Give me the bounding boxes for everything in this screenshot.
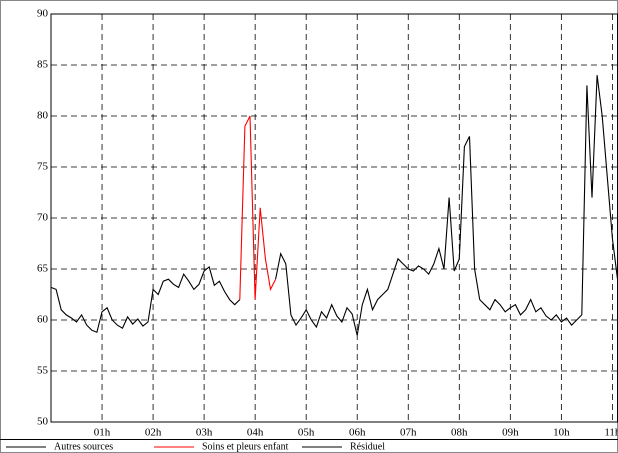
y-tick-label: 80 bbox=[37, 110, 49, 122]
x-tick-label: 02h bbox=[145, 427, 162, 439]
y-tick-label: 50 bbox=[37, 416, 49, 428]
x-tick-label: 03h bbox=[196, 427, 213, 439]
x-tick-label: 06h bbox=[349, 427, 366, 439]
x-tick-label: 01h bbox=[94, 427, 111, 439]
y-tick-label: 60 bbox=[37, 314, 49, 326]
x-tick-label: 11h bbox=[604, 427, 618, 439]
legend-label: Soins et pleurs enfant bbox=[202, 441, 289, 452]
y-tick-label: 85 bbox=[37, 59, 49, 71]
x-tick-label: 04h bbox=[247, 427, 264, 439]
x-tick-label: 10h bbox=[553, 427, 570, 439]
y-tick-label: 65 bbox=[37, 263, 49, 275]
data-line bbox=[50, 197, 583, 336]
legend-label: Autres sources bbox=[54, 441, 113, 452]
x-tick-label: 08h bbox=[451, 427, 468, 439]
x-tick-label: 07h bbox=[400, 427, 417, 439]
y-tick-label: 90 bbox=[37, 8, 49, 20]
y-tick-label: 70 bbox=[37, 212, 49, 224]
data-line bbox=[239, 115, 277, 300]
y-tick-label: 75 bbox=[37, 161, 49, 173]
data-line bbox=[458, 75, 618, 315]
legend-label: Résiduel bbox=[350, 441, 385, 452]
x-tick-label: 09h bbox=[502, 427, 519, 439]
x-tick-label: 05h bbox=[298, 427, 315, 439]
y-tick-label: 55 bbox=[37, 365, 49, 377]
